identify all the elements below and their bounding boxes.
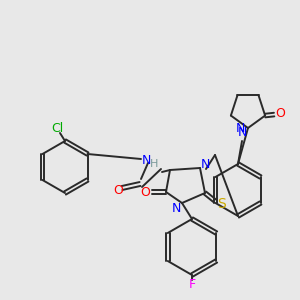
Text: S: S — [218, 197, 226, 211]
Text: N: N — [200, 158, 210, 170]
Text: O: O — [113, 184, 123, 197]
Text: N: N — [171, 202, 181, 214]
Text: O: O — [140, 185, 150, 199]
Text: N: N — [235, 122, 245, 134]
Text: H: H — [150, 159, 158, 169]
Text: Cl: Cl — [51, 122, 63, 136]
Text: O: O — [275, 107, 285, 120]
Text: N: N — [141, 154, 151, 166]
Text: F: F — [188, 278, 196, 292]
Text: N: N — [237, 127, 247, 140]
